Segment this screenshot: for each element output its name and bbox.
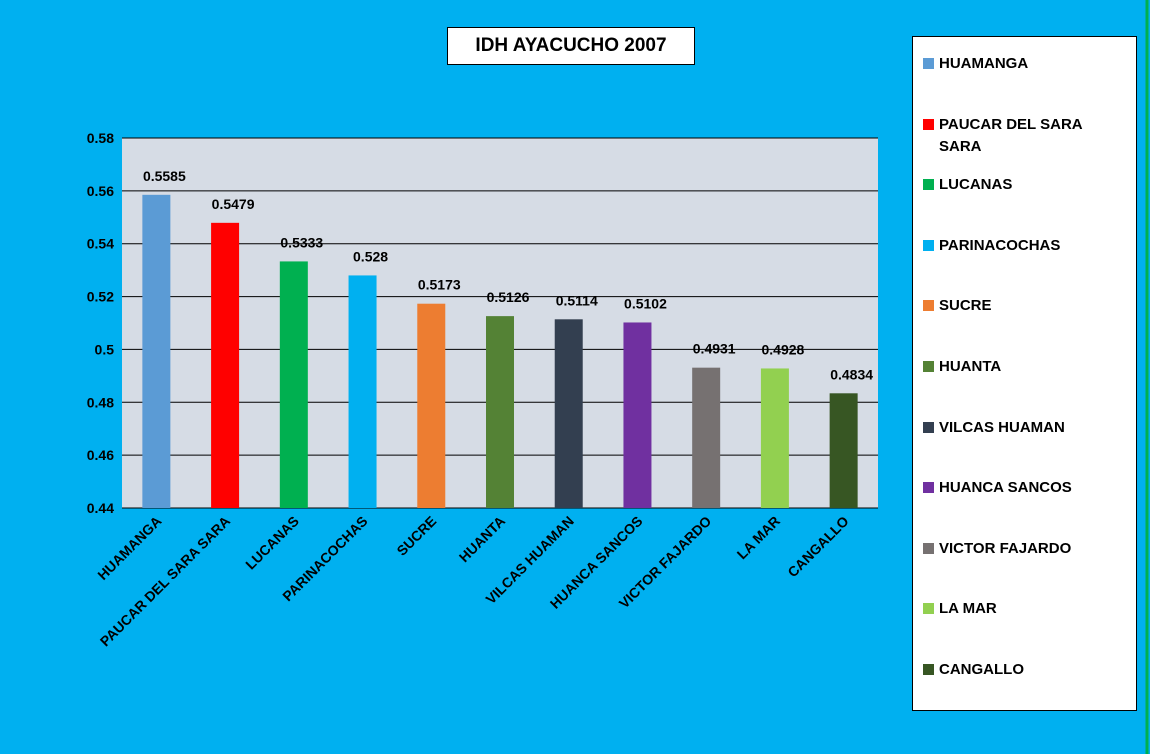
- legend: HUAMANGA PAUCAR DEL SARA SARA LUCANAS PARIN…: [912, 36, 1137, 711]
- legend-swatch: [923, 58, 934, 69]
- y-tick-label: 0.48: [87, 394, 114, 410]
- bar: [348, 275, 377, 508]
- legend-swatch: [923, 361, 934, 372]
- legend-label: LUCANAS: [939, 176, 1013, 194]
- data-label: 0.5479: [212, 196, 255, 212]
- x-tick-label: SUCRE: [393, 513, 439, 559]
- legend-swatch: [923, 664, 934, 675]
- bar: [829, 393, 858, 508]
- x-tick-label: CANGALLO: [784, 513, 851, 580]
- legend-item: CANGALLO: [923, 659, 1024, 681]
- y-tick-label: 0.5: [95, 341, 115, 357]
- legend-swatch: [923, 179, 934, 191]
- legend-label: LA MAR: [939, 600, 997, 618]
- y-tick-label: 0.54: [87, 236, 114, 252]
- legend-label: HUANCA SANCOS: [939, 479, 1072, 497]
- data-label: 0.4931: [693, 341, 736, 357]
- legend-label: HUANTA: [939, 358, 1002, 375]
- y-tick-label: 0.46: [87, 447, 114, 463]
- x-tick-label: HUAMANGA: [94, 513, 164, 583]
- legend-item: HUAMANGA: [923, 53, 1028, 75]
- bar: [760, 368, 789, 508]
- data-label: 0.528: [353, 248, 388, 264]
- legend-label: HUAMANGA: [939, 55, 1029, 72]
- legend-label: SUCRE: [939, 297, 992, 315]
- legend-swatch: [923, 542, 934, 554]
- data-label: 0.5102: [624, 295, 667, 311]
- bar: [211, 222, 240, 509]
- bar: [486, 316, 514, 508]
- y-tick-label: 0.44: [87, 500, 114, 516]
- data-label: 0.5173: [418, 277, 461, 293]
- legend-item: PARINACOCHAS: [923, 235, 1060, 257]
- legend-label: VILCAS HUAMAN: [939, 418, 1065, 436]
- bar: [623, 322, 652, 508]
- chart-title: IDH AYACUCHO 2007: [447, 27, 695, 65]
- legend-swatch: [923, 118, 934, 130]
- data-label: 0.4834: [830, 366, 873, 382]
- data-label: 0.5114: [556, 292, 598, 308]
- legend-swatch: [923, 482, 934, 494]
- legend-item: LA MAR: [923, 598, 997, 620]
- bar: [142, 194, 171, 509]
- y-tick-label: 0.56: [87, 183, 114, 199]
- x-tick-label: LA MAR: [734, 513, 783, 562]
- data-label: 0.5585: [143, 168, 186, 184]
- legend-swatch: [923, 300, 934, 312]
- y-tick-label: 0.52: [87, 289, 114, 305]
- x-tick-label: PAUCAR DEL SARA SARA: [97, 513, 234, 650]
- y-tick-label: 0.58: [87, 130, 114, 146]
- legend-item: VICTOR FAJARDO: [923, 538, 1071, 560]
- legend-item: PAUCAR DEL SARA SARA: [923, 114, 1119, 158]
- data-label: 0.5333: [280, 234, 323, 250]
- legend-item: HUANCA SANCOS: [923, 477, 1072, 499]
- data-label: 0.4928: [761, 341, 804, 357]
- legend-swatch: [923, 421, 934, 433]
- bar: [554, 319, 583, 508]
- legend-item: SUCRE: [923, 295, 992, 317]
- legend-item: HUANTA: [923, 356, 1001, 378]
- legend-swatch: [923, 603, 934, 615]
- data-label: 0.5126: [487, 289, 530, 305]
- legend-swatch: [923, 239, 934, 251]
- legend-label: PARINACOCHAS: [939, 236, 1061, 254]
- bar: [279, 261, 308, 508]
- x-tick-label: HUANTA: [456, 513, 508, 565]
- x-tick-label: LUCANAS: [242, 513, 302, 573]
- legend-item: VILCAS HUAMAN: [923, 417, 1065, 439]
- legend-label: PAUCAR DEL SARA SARA: [939, 115, 1083, 155]
- legend-item: LUCANAS: [923, 174, 1012, 196]
- bar: [417, 303, 446, 508]
- legend-label: CANGALLO: [939, 661, 1024, 678]
- legend-label: VICTOR FAJARDO: [939, 539, 1072, 557]
- bar: [692, 367, 721, 508]
